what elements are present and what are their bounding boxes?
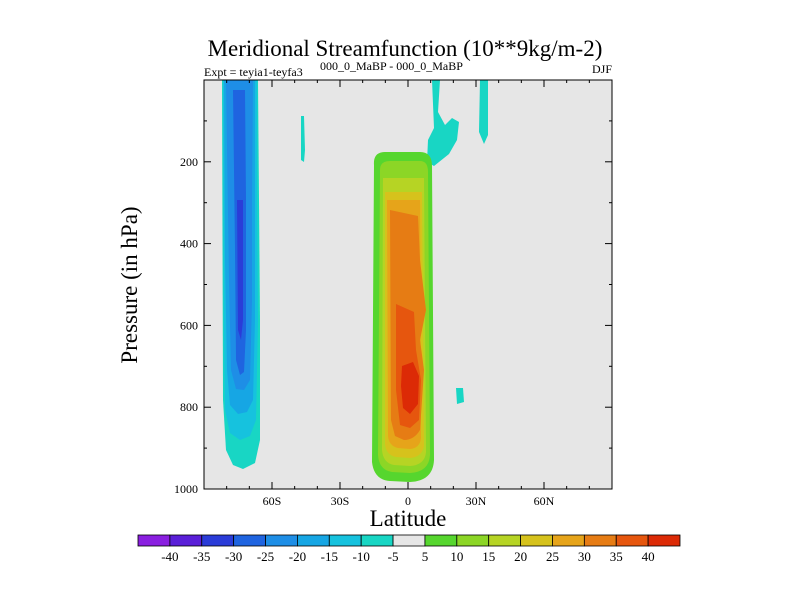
colorbar-label: -30 <box>225 549 242 564</box>
neg-patch <box>479 80 488 144</box>
colorbar-label: 5 <box>422 549 429 564</box>
colorbar-swatch <box>424 534 458 547</box>
y-tick-label: 800 <box>180 400 198 414</box>
y-tick-label: 1000 <box>174 482 198 496</box>
colorbar-label: 40 <box>642 549 655 564</box>
colorbar-label: -20 <box>289 549 306 564</box>
colorbar-label: -10 <box>353 549 370 564</box>
colorbar-swatch <box>297 534 330 547</box>
colorbar-swatch <box>328 534 362 547</box>
x-tick-label: 60N <box>534 494 555 508</box>
x-tick-label: 30N <box>466 494 487 508</box>
chart-title: Meridional Streamfunction (10**9kg/m-2) <box>208 36 603 61</box>
colorbar-label: -35 <box>193 549 210 564</box>
x-axis: 60S 30S 0 30N 60N <box>203 80 613 508</box>
colorbar-swatch <box>265 534 298 547</box>
colorbar-label: -25 <box>257 549 274 564</box>
x-tick-label: 0 <box>405 494 411 508</box>
x-tick-label: 30S <box>331 494 350 508</box>
colorbar-swatch <box>488 534 521 547</box>
colorbar-label: -40 <box>161 549 178 564</box>
subtitle-season: DJF <box>592 62 612 76</box>
neg-cell-contour <box>237 200 243 340</box>
x-tick-label: 60S <box>263 494 282 508</box>
colorbar-swatch <box>583 534 617 547</box>
colorbar: -40 -35 -30 -25 -20 -15 -10 -5 5 10 15 20 25 30 35 40 <box>137 534 681 564</box>
colorbar-label: 25 <box>546 549 559 564</box>
colorbar-swatch <box>520 534 553 547</box>
colorbar-swatch <box>233 534 266 547</box>
contour-field <box>222 80 488 482</box>
colorbar-label: 30 <box>578 549 591 564</box>
colorbar-swatch <box>137 534 171 547</box>
subtitle-experiment: Expt = teyia1-teyfa3 <box>204 65 303 79</box>
colorbar-swatch <box>360 534 394 547</box>
colorbar-label: 35 <box>610 549 623 564</box>
colorbar-swatch <box>201 534 235 547</box>
y-tick-label: 400 <box>180 237 198 251</box>
y-tick-label: 600 <box>180 318 198 332</box>
x-axis-label: Latitude <box>370 506 447 531</box>
colorbar-swatch <box>615 534 649 547</box>
subtitle-period: 000_0_MaBP - 000_0_MaBP <box>320 59 463 73</box>
colorbar-swatch <box>552 534 585 547</box>
y-tick-label: 200 <box>180 155 198 169</box>
colorbar-label: 10 <box>450 549 463 564</box>
neg-patch <box>301 116 305 162</box>
colorbar-swatch <box>392 534 426 547</box>
neg-patch <box>456 388 464 404</box>
colorbar-label: 20 <box>514 549 527 564</box>
colorbar-label: -15 <box>321 549 338 564</box>
colorbar-swatch <box>169 534 203 547</box>
pos-cell-contour <box>401 362 419 414</box>
neg-patch <box>427 80 459 166</box>
colorbar-swatch <box>456 534 490 547</box>
y-axis: 200 400 600 800 1000 <box>174 120 612 496</box>
colorbar-swatch <box>647 534 681 547</box>
colorbar-label: -5 <box>388 549 399 564</box>
colorbar-label: 15 <box>482 549 495 564</box>
y-axis-label: Pressure (in hPa) <box>117 206 142 363</box>
